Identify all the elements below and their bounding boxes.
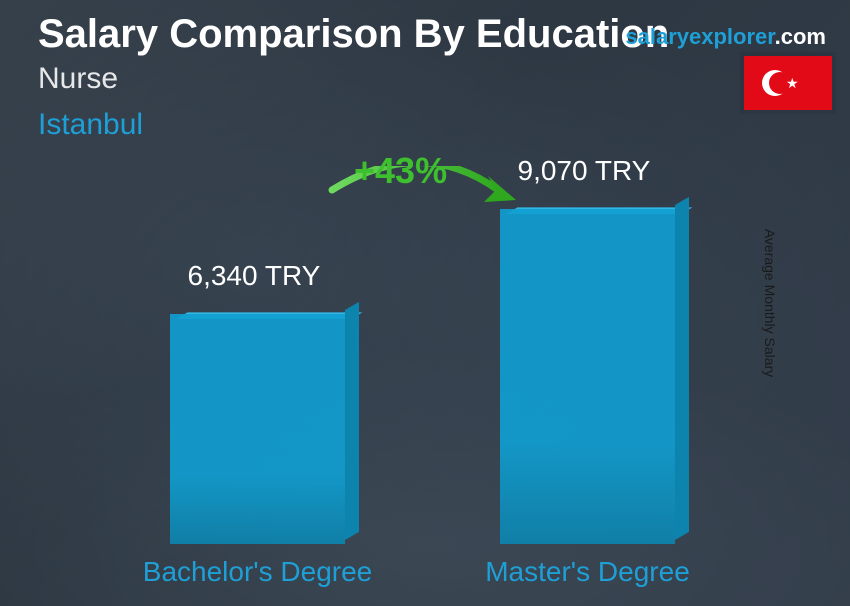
brand-logo: salaryexplorer.com xyxy=(625,24,826,50)
bar-label-masters: Master's Degree xyxy=(468,556,708,588)
salary-bar-chart: 6,340 TRY Bachelor's Degree 9,070 TRY Ma… xyxy=(0,166,850,606)
subtitle-role: Nurse xyxy=(38,62,118,96)
bar-bachelors xyxy=(170,314,345,544)
country-flag-turkey: ★ xyxy=(744,56,832,110)
bar-label-bachelors: Bachelor's Degree xyxy=(138,556,378,588)
bar-masters xyxy=(500,209,675,544)
percent-increase-badge: +43% xyxy=(354,150,447,192)
bar-side-face xyxy=(345,302,359,540)
bar-front-face xyxy=(500,209,675,544)
bar-value-masters: 9,070 TRY xyxy=(518,155,651,187)
subtitle-location: Istanbul xyxy=(38,108,143,142)
infographic-canvas: Salary Comparison By Education Nurse Ist… xyxy=(0,0,850,606)
bar-side-face xyxy=(675,197,689,540)
flag-crescent-icon xyxy=(762,70,788,96)
bar-value-bachelors: 6,340 TRY xyxy=(188,260,321,292)
bar-front-face xyxy=(170,314,345,544)
flag-star-icon: ★ xyxy=(786,75,799,92)
brand-name: salaryexplorer xyxy=(625,24,774,49)
page-title: Salary Comparison By Education xyxy=(38,12,669,57)
brand-tld: .com xyxy=(775,24,826,49)
increase-arrow-icon xyxy=(0,166,850,606)
